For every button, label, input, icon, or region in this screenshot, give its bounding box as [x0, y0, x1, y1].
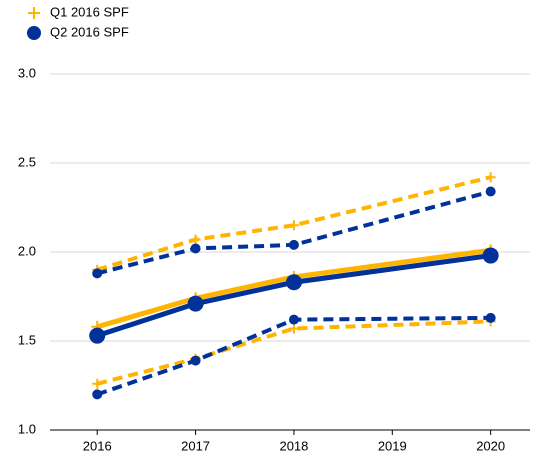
- marker: [28, 7, 40, 19]
- marker: [190, 234, 201, 245]
- marker: [288, 323, 299, 334]
- marker: [187, 295, 204, 312]
- line: [96, 253, 491, 339]
- marker: [485, 172, 496, 183]
- x-tick-label: 2019: [378, 438, 407, 453]
- band-line: [96, 315, 491, 397]
- marker: [285, 274, 302, 291]
- marker: [482, 247, 499, 264]
- marker: [92, 389, 103, 400]
- marker: [92, 378, 103, 389]
- y-tick-label: 1.0: [18, 421, 36, 436]
- line: [96, 247, 491, 330]
- band-line: [96, 189, 492, 276]
- x-tick-label: 2016: [83, 438, 112, 453]
- band-line: [96, 175, 492, 272]
- marker: [288, 239, 299, 250]
- marker: [89, 327, 106, 344]
- legend-label: Q1 2016 SPF: [50, 4, 129, 19]
- y-tick-label: 2.0: [18, 243, 36, 258]
- y-tick-label: 2.5: [18, 154, 36, 169]
- marker: [288, 314, 299, 325]
- x-tick-label: 2018: [279, 438, 308, 453]
- marker: [92, 268, 103, 279]
- y-tick-label: 3.0: [18, 65, 36, 80]
- marker: [190, 243, 201, 254]
- y-tick-label: 1.5: [18, 332, 36, 347]
- marker: [485, 312, 496, 323]
- marker: [27, 26, 41, 40]
- band-line: [96, 319, 491, 386]
- marker: [288, 220, 299, 231]
- x-tick-label: 2017: [181, 438, 210, 453]
- legend-label: Q2 2016 SPF: [50, 24, 129, 39]
- marker: [190, 355, 201, 366]
- x-tick-label: 2020: [476, 438, 505, 453]
- marker: [485, 186, 496, 197]
